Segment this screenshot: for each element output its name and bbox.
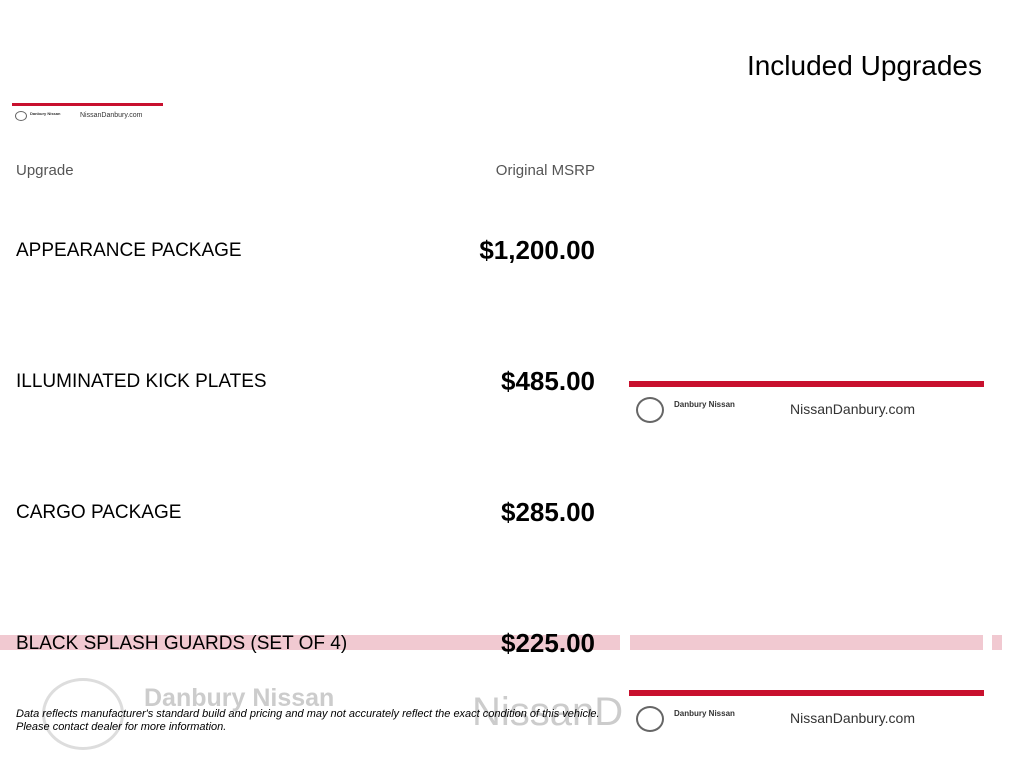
upgrade-price: $285.00 [501, 497, 595, 527]
disclaimer: Data reflects manufacturer's standard bu… [16, 708, 600, 734]
disclaimer-line: Data reflects manufacturer's standard bu… [16, 708, 600, 720]
upgrade-name: APPEARANCE PACKAGE [16, 240, 242, 261]
column-header-msrp: Original MSRP [495, 162, 595, 179]
watermark-logo [42, 678, 124, 750]
upgrade-name: ILLUMINATED KICK PLATES [16, 371, 267, 392]
disclaimer-line: Please contact dealer for more informati… [16, 721, 227, 733]
page-title: Included Upgrades [746, 50, 982, 81]
upgrade-price: $1,200.00 [479, 235, 595, 265]
watermark-band [0, 635, 620, 650]
dealer-logo-banner-small: Danbury Nissan NissanDanbury.com [12, 103, 163, 125]
upgrade-price: $485.00 [501, 366, 595, 396]
upgrade-price: $225.00 [501, 628, 595, 658]
dealer-logo-banner: Danbury Nissan NissanDanbury.com [629, 381, 984, 426]
column-header-upgrade: Upgrade [16, 162, 74, 179]
upgrade-name: BLACK SPLASH GUARDS (SET OF 4) [16, 633, 348, 654]
upgrade-name: CARGO PACKAGE [16, 502, 182, 523]
dealer-logo-banner: Danbury Nissan NissanDanbury.com [629, 690, 984, 735]
